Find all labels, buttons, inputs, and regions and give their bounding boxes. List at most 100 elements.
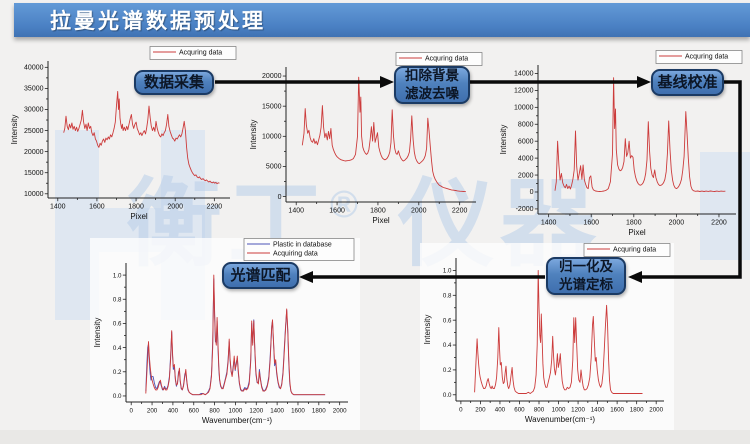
svg-text:2000: 2000 — [333, 408, 347, 415]
svg-text:30000: 30000 — [24, 107, 44, 114]
svg-text:0.2: 0.2 — [113, 369, 122, 376]
flow-step-label: 基线校准 — [657, 73, 718, 91]
legend: Plastic in database Acquiring data — [243, 238, 355, 261]
svg-text:1600: 1600 — [89, 204, 105, 211]
svg-text:200: 200 — [475, 407, 486, 414]
legend: Acquring data — [655, 50, 743, 64]
svg-text:0.6: 0.6 — [443, 317, 452, 324]
svg-text:2200: 2200 — [452, 208, 468, 215]
y-axis-title: Intensity — [423, 315, 432, 345]
y-axis-title: Intensity — [10, 115, 19, 145]
svg-text:2200: 2200 — [207, 204, 223, 211]
svg-text:15000: 15000 — [262, 103, 282, 110]
svg-text:15000: 15000 — [24, 170, 44, 177]
title-banner: 拉曼光谱数据预处理 — [14, 3, 750, 37]
svg-text:1200: 1200 — [571, 407, 585, 414]
flow-step-denoise: 扣除背景 滤波去噪 — [394, 66, 470, 104]
registered-mark: ® — [330, 184, 364, 226]
svg-text:Acquring data: Acquring data — [613, 247, 656, 254]
tick-labels: 0 200 400 600 800 1000 1200 1400 1600 1800 2000 0.0… — [113, 272, 347, 414]
svg-text:600: 600 — [189, 408, 200, 415]
svg-text:0: 0 — [459, 407, 463, 414]
flow-step-acquire: 数据采集 — [134, 70, 214, 95]
bottom-strip — [0, 430, 750, 444]
y-axis-title: Intensity — [93, 318, 102, 348]
flow-step-label: 扣除背景 — [405, 68, 459, 84]
series-lines — [474, 269, 643, 394]
svg-text:0.8: 0.8 — [113, 296, 122, 303]
svg-text:12000: 12000 — [514, 88, 534, 95]
flow-step-match: 光谱匹配 — [222, 262, 299, 289]
tick-labels: 1400 1600 1800 2000 2200 10000 15000 20000 25000… — [24, 65, 222, 211]
svg-text:1600: 1600 — [291, 408, 305, 415]
y-axis-title: Intensity — [499, 125, 508, 155]
flow-step-label: 光谱定标 — [559, 277, 613, 292]
svg-text:0.6: 0.6 — [113, 321, 122, 328]
svg-text:600: 600 — [514, 407, 525, 414]
svg-text:1400: 1400 — [50, 204, 66, 211]
legend: Acquring data — [583, 243, 671, 257]
svg-text:1800: 1800 — [312, 408, 326, 415]
svg-text:1400: 1400 — [288, 208, 304, 215]
tick-marks — [452, 270, 657, 405]
svg-text:0.0: 0.0 — [443, 392, 452, 399]
series-lines — [301, 76, 466, 193]
svg-text:0.0: 0.0 — [113, 393, 122, 400]
page-title: 拉曼光谱数据预处理 — [50, 10, 266, 33]
svg-text:2000: 2000 — [411, 208, 427, 215]
svg-text:1800: 1800 — [626, 220, 642, 227]
svg-text:20000: 20000 — [262, 73, 282, 80]
svg-text:8000: 8000 — [518, 121, 534, 128]
svg-text:6000: 6000 — [518, 138, 534, 145]
x-axis-title: Pixel — [628, 228, 646, 237]
svg-text:1400: 1400 — [270, 408, 284, 415]
svg-text:Acquring data: Acquring data — [179, 50, 222, 57]
svg-text:1.0: 1.0 — [443, 268, 452, 275]
x-axis-title: Pixel — [130, 212, 148, 221]
svg-text:2000: 2000 — [518, 172, 534, 179]
y-axis-title: Intensity — [249, 120, 258, 150]
svg-text:400: 400 — [495, 407, 506, 414]
tick-marks — [122, 274, 341, 406]
axes — [125, 263, 348, 403]
x-axis-title: Wavenumber(cm⁻¹) — [525, 415, 595, 424]
svg-text:4000: 4000 — [518, 155, 534, 162]
svg-text:35000: 35000 — [24, 86, 44, 93]
svg-text:1200: 1200 — [249, 408, 263, 415]
axes — [285, 67, 476, 203]
svg-text:Acquring data: Acquring data — [425, 56, 468, 63]
series-lines — [145, 274, 326, 396]
svg-text:14000: 14000 — [514, 71, 534, 78]
svg-text:1400: 1400 — [541, 220, 557, 227]
x-axis-title: Wavenumber(cm⁻¹) — [202, 416, 272, 425]
svg-text:800: 800 — [534, 407, 545, 414]
svg-text:0.8: 0.8 — [443, 293, 452, 300]
legend: Acquring data — [149, 46, 237, 60]
tick-marks — [282, 75, 461, 206]
chart-denoised: 1400 1600 1800 2000 2200 0 5000 10000 15000 20000… — [249, 52, 483, 225]
svg-text:0: 0 — [530, 189, 534, 196]
svg-text:0.4: 0.4 — [113, 345, 122, 352]
svg-text:5000: 5000 — [266, 164, 282, 171]
axes — [455, 258, 664, 402]
svg-text:1600: 1600 — [583, 220, 599, 227]
tick-labels: 0 200 400 600 800 1000 1200 1400 1600 1800 2000 0.0… — [443, 268, 664, 414]
tick-marks — [44, 66, 215, 202]
svg-text:1.0: 1.0 — [113, 272, 122, 279]
svg-text:-2000: -2000 — [516, 206, 534, 213]
svg-text:2000: 2000 — [649, 407, 663, 414]
svg-text:10000: 10000 — [514, 105, 534, 112]
x-axis-title: Pixel — [372, 216, 390, 225]
chart-raw: 1400 1600 1800 2000 2200 10000 15000 20000 25000… — [10, 46, 237, 221]
tick-labels: 1400 1600 1800 2000 2200 0 5000 10000 15000 20000 — [262, 73, 468, 214]
svg-text:25000: 25000 — [24, 128, 44, 135]
flow-step-label: 数据采集 — [143, 73, 204, 91]
svg-text:1800: 1800 — [630, 407, 644, 414]
svg-text:10000: 10000 — [262, 134, 282, 141]
svg-text:400: 400 — [168, 408, 179, 415]
svg-text:20000: 20000 — [24, 149, 44, 156]
svg-text:2200: 2200 — [711, 220, 727, 227]
svg-text:0.2: 0.2 — [443, 367, 452, 374]
svg-text:Plastic in database: Plastic in database — [273, 242, 332, 249]
